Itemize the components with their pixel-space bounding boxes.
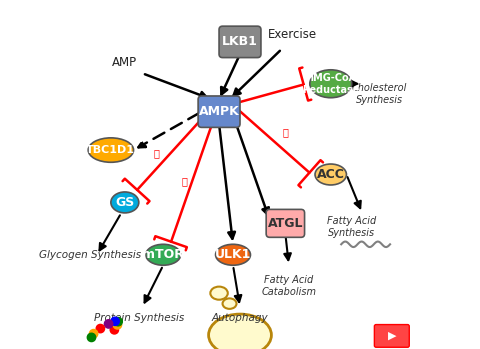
- Text: AMP: AMP: [112, 56, 137, 69]
- FancyBboxPatch shape: [198, 96, 240, 127]
- Ellipse shape: [209, 314, 271, 349]
- Ellipse shape: [315, 164, 347, 185]
- FancyBboxPatch shape: [219, 26, 261, 58]
- Ellipse shape: [88, 138, 133, 162]
- Circle shape: [96, 324, 105, 333]
- Text: Ⓟ: Ⓟ: [181, 177, 187, 186]
- Text: ATGL: ATGL: [268, 217, 303, 230]
- Circle shape: [110, 326, 119, 334]
- Circle shape: [114, 318, 122, 326]
- Text: ▶: ▶: [387, 331, 396, 341]
- Text: Fatty Acid
Synthesis: Fatty Acid Synthesis: [327, 216, 376, 238]
- Ellipse shape: [216, 244, 251, 265]
- Circle shape: [111, 317, 120, 326]
- Text: Ⓟ: Ⓟ: [153, 149, 159, 158]
- Text: ACC: ACC: [317, 168, 345, 181]
- Ellipse shape: [210, 287, 228, 300]
- Text: Autophagy: Autophagy: [212, 313, 268, 322]
- Text: Fatty Acid
Catabolism: Fatty Acid Catabolism: [261, 275, 316, 297]
- Text: TBC1D1: TBC1D1: [86, 145, 135, 155]
- Ellipse shape: [146, 244, 180, 265]
- Text: Ⓟ: Ⓟ: [282, 128, 288, 138]
- Text: LKB1: LKB1: [222, 35, 258, 49]
- Circle shape: [87, 333, 96, 342]
- Circle shape: [104, 320, 113, 328]
- Ellipse shape: [111, 192, 139, 213]
- Ellipse shape: [310, 70, 352, 98]
- Text: Cholesterol
Synthesis: Cholesterol Synthesis: [352, 83, 408, 105]
- Text: HMG-CoA
Reductase: HMG-CoA Reductase: [302, 73, 360, 95]
- Text: GS: GS: [115, 196, 134, 209]
- Text: mTOR: mTOR: [142, 248, 184, 261]
- Circle shape: [89, 329, 98, 338]
- Text: AMPK: AMPK: [199, 105, 240, 118]
- Circle shape: [113, 321, 121, 329]
- Text: Protein Synthesis: Protein Synthesis: [94, 313, 184, 322]
- Text: ULK1: ULK1: [215, 248, 251, 261]
- Text: Glycogen Synthesis: Glycogen Synthesis: [39, 250, 141, 260]
- Text: Exercise: Exercise: [268, 28, 317, 42]
- FancyBboxPatch shape: [266, 209, 305, 237]
- Ellipse shape: [223, 298, 237, 309]
- FancyBboxPatch shape: [374, 325, 409, 347]
